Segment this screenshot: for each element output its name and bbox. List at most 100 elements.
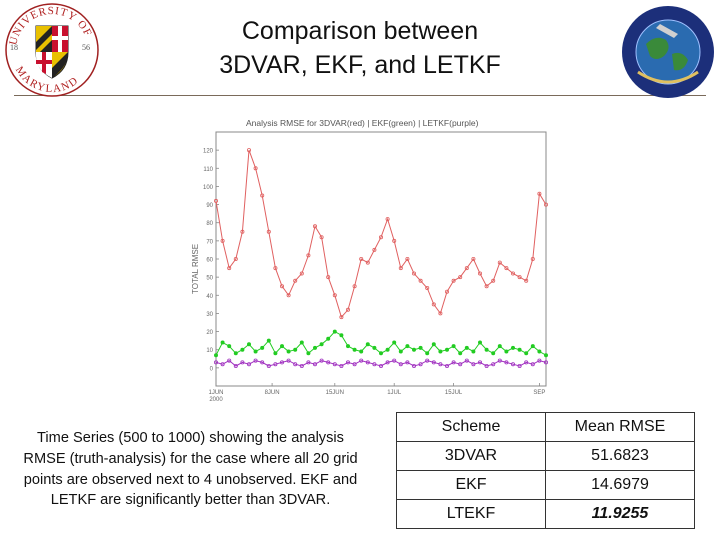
data-point	[543, 353, 548, 358]
data-point	[332, 329, 337, 334]
y-axis-ticks: 0 10 20 30 40 50 60 70 80 90 100 110 120	[203, 149, 219, 372]
satellite-icon	[656, 24, 678, 38]
data-point	[451, 278, 456, 283]
series-letkf	[213, 358, 548, 368]
data-point	[484, 284, 489, 289]
data-point	[425, 351, 430, 356]
data-point	[220, 238, 225, 243]
orbit-swoosh	[637, 70, 699, 84]
y-tick-label: 10	[206, 348, 213, 354]
data-point	[240, 347, 245, 352]
table-header-row: Scheme Mean RMSE	[396, 412, 695, 442]
data-point	[213, 353, 218, 358]
data-point	[471, 362, 476, 367]
data-point	[352, 347, 357, 352]
data-point	[464, 358, 469, 363]
header-scheme: Scheme	[396, 412, 546, 442]
data-point	[365, 260, 370, 265]
figure-caption: Time Series (500 to 1000) showing the an…	[23, 430, 358, 509]
data-point	[319, 235, 324, 240]
series-line	[215, 359, 547, 367]
x-tick-label: SEP	[533, 390, 545, 396]
data-point	[431, 342, 436, 347]
jcsda-seal-logo	[622, 6, 714, 98]
data-point	[326, 360, 331, 365]
data-point	[398, 362, 403, 367]
data-point	[477, 271, 482, 276]
data-point	[471, 256, 476, 261]
data-point	[378, 363, 383, 368]
data-point	[484, 347, 489, 352]
data-point	[339, 333, 344, 338]
data-point	[260, 360, 265, 365]
data-point	[280, 344, 285, 349]
data-point	[359, 358, 364, 363]
x-tick-label: 1JUN	[208, 390, 223, 396]
data-point	[240, 360, 245, 365]
chart-ylabel: TOTAL RMSE	[191, 244, 200, 294]
row-scheme: 3DVAR	[396, 441, 546, 471]
data-point	[247, 342, 252, 347]
data-point	[260, 345, 265, 350]
data-point	[530, 256, 535, 261]
mean-rmse-table: Scheme Mean RMSE 3DVAR 51.6823 EKF 14.69…	[396, 412, 695, 529]
data-point	[339, 363, 344, 368]
data-point	[405, 360, 410, 365]
data-point	[365, 342, 370, 347]
data-point	[253, 349, 258, 354]
data-point	[530, 344, 535, 349]
data-point	[213, 198, 218, 203]
y-tick-label: 100	[203, 185, 214, 191]
data-point	[491, 351, 496, 356]
data-point	[491, 362, 496, 367]
title-line-2: 3DVAR, EKF, and LETKF	[219, 51, 501, 79]
data-point	[247, 362, 252, 367]
data-point	[299, 363, 304, 368]
y-tick-label: 40	[206, 294, 213, 300]
data-point	[319, 358, 324, 363]
data-point	[497, 344, 502, 349]
data-point	[504, 266, 509, 271]
x-tick-label: 8JUN	[265, 390, 280, 396]
series-3dvar	[213, 148, 548, 320]
data-point	[510, 345, 515, 350]
data-point	[411, 347, 416, 352]
data-point	[458, 275, 463, 280]
data-point	[431, 360, 436, 365]
data-point	[220, 362, 225, 367]
data-point	[233, 256, 238, 261]
data-point	[213, 360, 218, 365]
data-point	[524, 360, 529, 365]
data-point	[286, 349, 291, 354]
data-point	[352, 362, 357, 367]
data-point	[537, 191, 542, 196]
umd-seal-logo: UNIVERSITY OF MARYLAND 18 56	[5, 3, 99, 97]
data-point	[543, 202, 548, 207]
row-value-best: 11.9255	[545, 499, 695, 529]
data-point	[332, 293, 337, 298]
title-line-1: Comparison between	[241, 17, 479, 45]
globe-icon	[636, 20, 700, 84]
data-point	[392, 358, 397, 363]
data-point	[510, 362, 515, 367]
data-point	[537, 358, 542, 363]
data-point	[491, 278, 496, 283]
y-tick-label: 90	[206, 203, 213, 209]
data-point	[247, 148, 252, 153]
slide-title: Comparison between 3DVAR, EKF, and LETKF	[200, 14, 520, 82]
row-scheme: LTEKF	[396, 499, 546, 529]
data-point	[345, 360, 350, 365]
data-point	[411, 363, 416, 368]
y-tick-label: 0	[210, 366, 214, 372]
data-point	[444, 347, 449, 352]
data-point	[345, 344, 350, 349]
data-point	[530, 362, 535, 367]
x-tick-label: 15JUN	[326, 390, 344, 396]
table-row: LTEKF 11.9255	[396, 499, 695, 529]
data-point	[418, 345, 423, 350]
data-point	[227, 344, 232, 349]
data-point	[458, 351, 463, 356]
data-point	[313, 362, 318, 367]
data-point	[345, 307, 350, 312]
data-point	[517, 363, 522, 368]
